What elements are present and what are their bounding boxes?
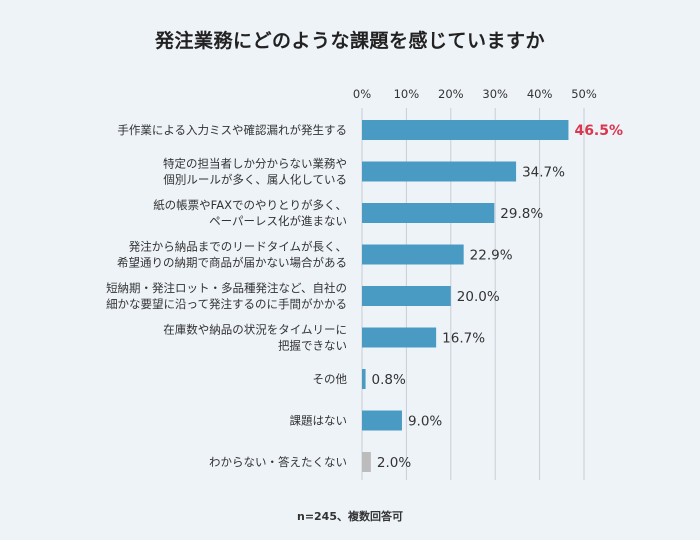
bar-value-label: 2.0% bbox=[377, 455, 411, 471]
sample-note: n=245、複数回答可 bbox=[296, 510, 403, 523]
bar bbox=[362, 452, 371, 472]
bar bbox=[362, 327, 437, 348]
bar bbox=[362, 410, 402, 431]
bar-value-label: 22.9% bbox=[470, 248, 513, 264]
category-label: 在庫数や納品の状況をタイムリーに bbox=[163, 323, 347, 337]
bar-value-label: 9.0% bbox=[408, 414, 442, 430]
x-tick-label: 20% bbox=[438, 87, 464, 101]
category-label: 個別ルールが多く、属人化している bbox=[163, 173, 347, 187]
bar bbox=[362, 203, 495, 223]
bar-value-label: 29.8% bbox=[500, 206, 543, 222]
category-label: 紙の帳票やFAXでのやりとりが多く、 bbox=[153, 198, 347, 212]
category-label: 手作業による入力ミスや確認漏れが発生する bbox=[117, 123, 347, 137]
category-label: ペーパーレス化が進まない bbox=[209, 214, 347, 228]
bar-value-label: 16.7% bbox=[442, 331, 485, 347]
bar bbox=[362, 369, 366, 389]
category-label: 細かな要望に沿って発注するのに手間がかかる bbox=[106, 297, 347, 311]
bar-value-label: 0.8% bbox=[372, 372, 406, 388]
bar bbox=[362, 120, 569, 140]
category-label: 特定の担当者しか分からない業務や bbox=[163, 157, 347, 171]
category-label: 課題はない bbox=[290, 414, 348, 428]
x-tick-label: 30% bbox=[482, 87, 508, 101]
x-tick-label: 40% bbox=[527, 87, 553, 101]
bar-value-label: 46.5% bbox=[574, 123, 623, 139]
category-label: 短納期・発注ロット・多品種発注など、自社の bbox=[106, 281, 347, 295]
bar-value-label: 34.7% bbox=[522, 165, 565, 181]
bar bbox=[362, 161, 517, 182]
x-tick-label: 0% bbox=[353, 87, 371, 101]
category-label: その他 bbox=[313, 372, 348, 386]
x-tick-label: 10% bbox=[394, 87, 420, 101]
category-label: 把握できない bbox=[278, 339, 347, 353]
bar-value-label: 20.0% bbox=[457, 289, 500, 305]
category-label: 発注から納品までのリードタイムが長く、 bbox=[129, 240, 347, 254]
chart-title: 発注業務にどのような課題を感じていますか bbox=[154, 30, 545, 52]
bar bbox=[362, 286, 451, 306]
x-tick-label: 50% bbox=[571, 87, 597, 101]
category-label: わからない・答えたくない bbox=[209, 455, 347, 469]
bar bbox=[362, 244, 464, 265]
category-label: 希望通りの納期で商品が届かない場合がある bbox=[117, 256, 347, 270]
